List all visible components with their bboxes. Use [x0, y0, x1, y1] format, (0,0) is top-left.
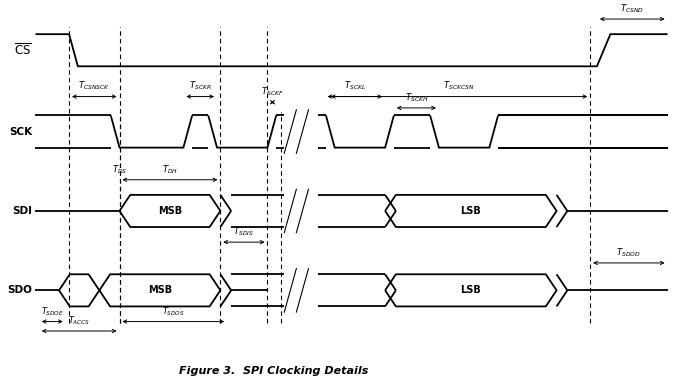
- Text: $T_{CSNSCK}$: $T_{CSNSCK}$: [78, 79, 111, 92]
- Text: SDI: SDI: [12, 206, 32, 216]
- Text: $T_{SDOE}$: $T_{SDOE}$: [41, 305, 64, 318]
- Text: SDO: SDO: [7, 285, 32, 295]
- Text: $T_{SCKCSN}$: $T_{SCKCSN}$: [443, 79, 475, 92]
- Text: $\overline{\rm CS}$: $\overline{\rm CS}$: [14, 43, 32, 58]
- Text: $T_{DH}$: $T_{DH}$: [162, 163, 178, 176]
- Text: $T_{CSND}$: $T_{CSND}$: [620, 2, 644, 14]
- Text: $T_{SCKF}$: $T_{SCKF}$: [261, 86, 284, 99]
- Text: SCK: SCK: [9, 127, 32, 136]
- Text: $T_{SDIS}$: $T_{SDIS}$: [234, 226, 255, 239]
- Text: $T_{SCKR}$: $T_{SCKR}$: [189, 79, 212, 92]
- Text: MSB: MSB: [158, 206, 182, 216]
- Text: $T_{SCKH}$: $T_{SCKH}$: [405, 91, 428, 104]
- Text: $T_{SCKL}$: $T_{SCKL}$: [344, 79, 366, 92]
- Text: $T_{DS}$: $T_{DS}$: [112, 163, 127, 176]
- Text: MSB: MSB: [148, 285, 172, 295]
- Text: $T_{ACCS}$: $T_{ACCS}$: [68, 315, 90, 327]
- Text: Figure 3.  SPI Clocking Details: Figure 3. SPI Clocking Details: [179, 366, 369, 377]
- Text: LSB: LSB: [460, 206, 481, 216]
- Text: $T_{SDOD}$: $T_{SDOD}$: [617, 247, 641, 259]
- Text: $T_{SDOS}$: $T_{SDOS}$: [162, 305, 185, 318]
- Text: LSB: LSB: [460, 285, 481, 295]
